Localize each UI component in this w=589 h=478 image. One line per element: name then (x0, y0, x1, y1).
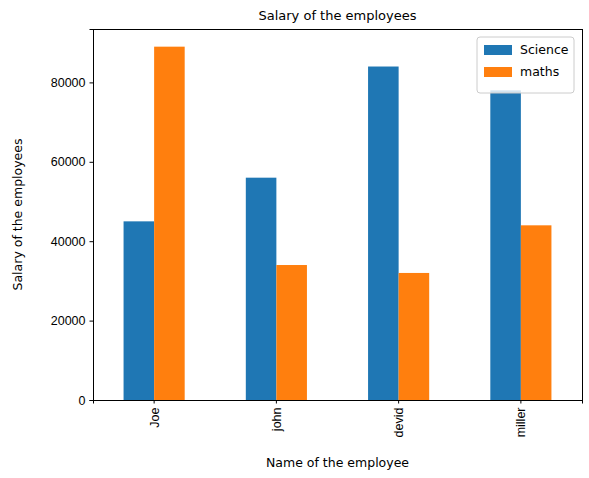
legend: Science maths (477, 37, 574, 93)
y-tick-label: 20000 (51, 314, 86, 328)
x-tick: john (270, 400, 284, 432)
bar (490, 90, 521, 400)
bars (124, 47, 552, 400)
y-tick: 60000 (51, 155, 93, 169)
y-axis-title: Salary of the employees (10, 139, 25, 291)
y-tick-mark (90, 82, 94, 83)
x-tick-label: devid (392, 407, 406, 437)
y-tick-mark (90, 241, 94, 242)
x-axis-line (94, 401, 583, 404)
x-tick-mark (520, 400, 521, 404)
x-tick: devid (392, 400, 406, 437)
y-tick-label: 60000 (51, 155, 86, 169)
legend-item: maths (484, 64, 559, 79)
y-tick: 80000 (51, 76, 93, 90)
x-tick: Joe (148, 400, 162, 428)
legend-swatch (484, 67, 512, 77)
legend-item: Science (484, 42, 569, 57)
x-tick-label: Joe (148, 407, 162, 427)
bar (124, 221, 155, 400)
bar (246, 178, 277, 400)
chart: 0 20000 40000 60000 80000 Joe john devid miller S… (0, 0, 589, 478)
y-axis: 0 20000 40000 60000 80000 (51, 30, 94, 408)
y-tick: 20000 (51, 314, 93, 328)
bar (368, 67, 399, 400)
bar (276, 265, 307, 400)
y-tick-mark (90, 400, 94, 401)
y-tick-label: 40000 (51, 235, 86, 249)
legend-label: maths (520, 64, 559, 79)
bar (399, 273, 430, 400)
series (154, 47, 551, 400)
y-tick: 40000 (51, 235, 93, 249)
x-tick: miller (514, 400, 528, 437)
x-tick-mark (154, 400, 155, 404)
x-tick-mark (398, 400, 399, 404)
legend-box (477, 37, 574, 93)
legend-swatch (484, 45, 512, 55)
bar (521, 225, 552, 400)
x-axis: Joe john devid miller (94, 400, 583, 437)
bar (154, 47, 185, 400)
y-tick-label: 0 (79, 394, 86, 408)
y-tick-label: 80000 (51, 76, 86, 90)
y-tick: 0 (79, 394, 93, 408)
legend-label: Science (520, 42, 569, 57)
x-tick-mark (276, 400, 277, 404)
x-tick-label: john (270, 407, 284, 432)
x-axis-title: Name of the employee (266, 455, 409, 470)
plot-area: 0 20000 40000 60000 80000 Joe john devid miller (51, 29, 583, 437)
x-tick-label: miller (514, 408, 528, 438)
title: Salary of the employees (258, 8, 416, 23)
plot-frame (93, 29, 582, 400)
y-tick-mark (90, 162, 94, 163)
y-tick-mark (90, 321, 94, 322)
